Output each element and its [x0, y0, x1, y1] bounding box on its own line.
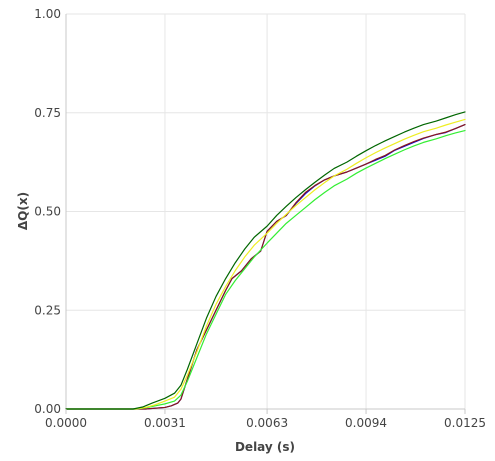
series-line-5: [65, 111, 466, 410]
y-axis-title: ΔQ(x): [16, 192, 30, 230]
x-tick-label: 0.0125: [444, 416, 486, 430]
x-tick-label: 0.0031: [144, 416, 186, 430]
y-tick-label: 0.25: [34, 303, 61, 317]
grid: [66, 13, 466, 409]
x-tick-label: 0.0000: [45, 416, 87, 430]
series-line-3: [65, 129, 466, 410]
y-tick-label: 0.75: [34, 106, 61, 120]
y-tick-label: 0.50: [34, 205, 61, 219]
x-axis-title: Delay (s): [235, 440, 295, 454]
x-axis-ticks: 0.0000 0.0031 0.0063 0.0094 0.0125: [45, 409, 486, 430]
x-tick-label: 0.0094: [345, 416, 387, 430]
series-line-4: [65, 118, 466, 410]
y-axis-ticks: 0.00 0.25 0.50 0.75 1.00: [34, 7, 61, 416]
x-tick-label: 0.0063: [246, 416, 288, 430]
series-line-1: [65, 124, 466, 410]
series-layer: [65, 111, 466, 410]
y-tick-label: 0.00: [34, 402, 61, 416]
y-tick-label: 1.00: [34, 7, 61, 21]
series-line-2: [65, 124, 466, 410]
